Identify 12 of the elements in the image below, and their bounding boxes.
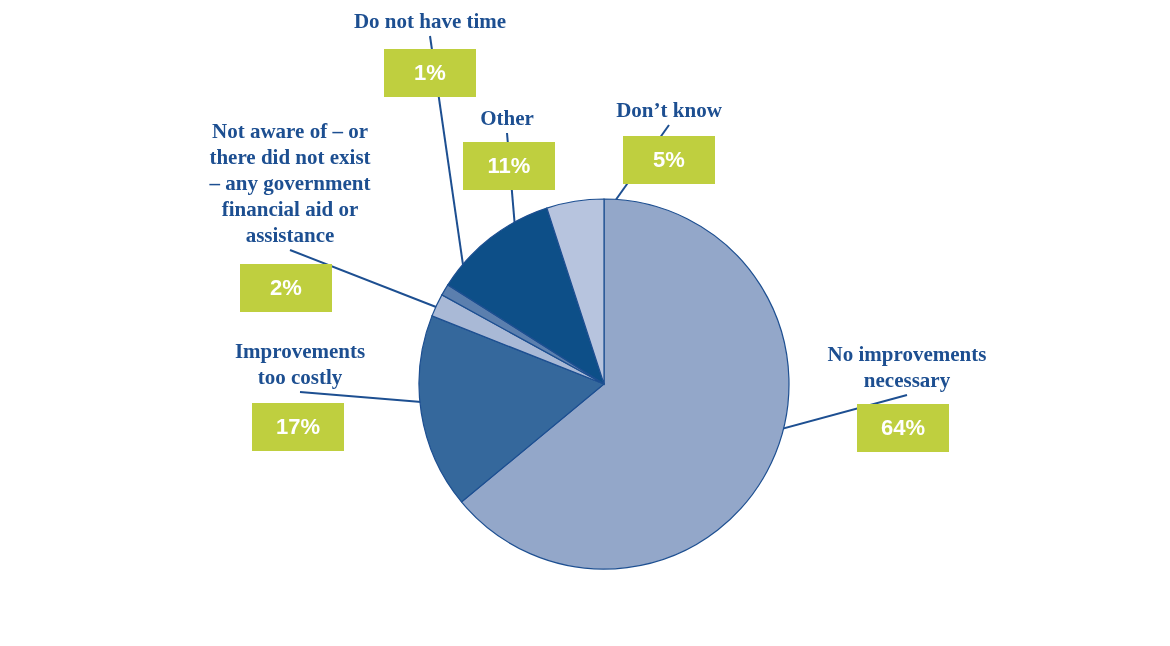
- slice-label: No improvements necessary: [827, 342, 987, 392]
- slice-label: Not aware of – or there did not exist – any government financial aid or assistance: [208, 119, 371, 247]
- data-label: 2%: [270, 275, 302, 300]
- slice-label: Improvements too costly: [234, 339, 366, 389]
- data-label: 11%: [487, 153, 531, 178]
- data-label: 64%: [880, 415, 926, 440]
- slice-label: Other: [480, 106, 534, 130]
- slice-label: Do not have time: [353, 9, 507, 33]
- data-label: 5%: [653, 147, 685, 172]
- data-label: 17%: [275, 414, 321, 439]
- data-label: 1%: [414, 60, 446, 85]
- slice-label: Don’t know: [616, 98, 723, 122]
